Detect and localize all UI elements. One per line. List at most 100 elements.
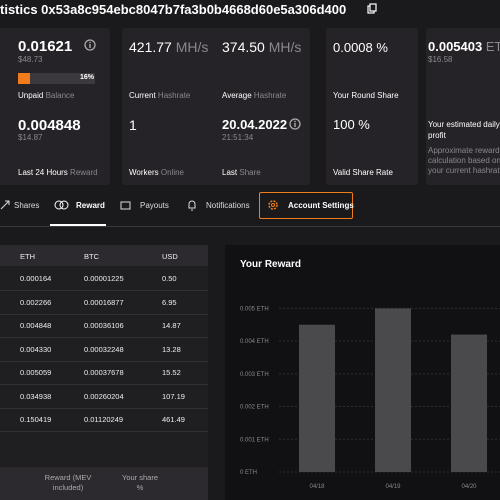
stat-label: Unpaid <box>18 91 44 100</box>
table-cell: 0.01120249 <box>84 415 124 424</box>
column-header: ETH <box>20 252 35 261</box>
stat-value: 0.005403 <box>428 39 483 54</box>
column-header: USD <box>162 252 178 261</box>
tab-icon <box>54 200 69 210</box>
stat-usd: $16.58 <box>428 55 453 64</box>
y-tick-label: 0.005 ETH <box>240 306 269 312</box>
info-icon[interactable] <box>84 39 96 51</box>
column-header: Reward (MEV included) <box>44 473 92 492</box>
table-cell: 0.00260204 <box>84 391 124 401</box>
table-cell: 0.00036106 <box>84 321 124 330</box>
table-cell: 14.87 <box>162 321 181 330</box>
stat-value: 0.01621 <box>18 38 73 55</box>
stat-label: Last 24 Hours <box>18 168 68 177</box>
stat-label: Valid Share Rate <box>333 168 393 177</box>
x-tick-label: 04/18 <box>309 484 325 490</box>
row-divider <box>0 360 208 362</box>
tab[interactable]: Shares <box>14 201 40 210</box>
tab-active-box <box>259 192 353 219</box>
table: ETH BTC USD 0.000164 0.00001225 0.50 0.002266 0… <box>0 245 208 500</box>
table-cell: 0.50 <box>162 274 177 283</box>
table-cell: 0.00016877 <box>84 297 124 307</box>
stat-label: Online <box>160 168 184 177</box>
card <box>0 28 110 185</box>
row-divider <box>0 313 208 315</box>
table-cell: 107.19 <box>162 391 185 401</box>
stat-label: Balance <box>45 91 75 100</box>
stat-label: Share <box>239 168 261 177</box>
stat-label: Average <box>222 91 252 100</box>
info-icon[interactable] <box>289 118 301 130</box>
progress-track <box>18 73 95 84</box>
stat-value: 374.50 <box>222 39 265 55</box>
stat-usd: $48.73 <box>18 55 43 64</box>
progress-label: 16% <box>80 74 95 81</box>
tab-underline <box>50 224 106 226</box>
row-divider <box>0 290 208 291</box>
card <box>426 28 500 185</box>
x-tick-label: 04/19 <box>385 484 401 490</box>
table-cell: 0.005059 <box>20 368 52 377</box>
stat-label: Hashrate <box>253 91 287 100</box>
row-divider <box>0 384 208 385</box>
table-cell: 0.002266 <box>20 297 52 307</box>
tab-icon <box>268 200 278 210</box>
table-cell: 15.52 <box>162 368 181 377</box>
stat-time: 21:51:34 <box>222 133 254 142</box>
stat-unit: ETH <box>485 39 500 54</box>
y-tick-label: 0.001 ETH <box>240 437 269 443</box>
x-tick-label: 04/20 <box>461 484 477 490</box>
page-title: tistics 0x53a8c954ebc8047b7fa3b0b4668d60… <box>0 2 347 17</box>
tab-divider <box>0 226 500 227</box>
table-cell: 6.95 <box>162 297 177 307</box>
y-tick-label: 0.002 ETH <box>240 405 269 411</box>
tab[interactable]: Reward <box>76 201 105 210</box>
y-tick-label: 0.003 ETH <box>240 372 269 378</box>
table-cell: 461.49 <box>162 415 185 424</box>
stat-value: 421.77 <box>129 39 172 55</box>
stat-note: Approximate reward calculation based on … <box>428 146 500 175</box>
bar <box>375 308 411 472</box>
table-cell: 0.004848 <box>20 321 52 330</box>
card <box>326 28 418 185</box>
chart-title: Your Reward <box>240 259 301 270</box>
stat-label: Last <box>222 168 238 177</box>
bar <box>451 334 487 472</box>
bar <box>299 324 335 472</box>
table-cell: 0.00037678 <box>84 368 124 377</box>
copy-icon[interactable] <box>366 3 378 15</box>
stat-value: 20.04.2022 <box>222 117 288 132</box>
tab[interactable]: Notifications <box>206 201 250 210</box>
tab-icon <box>0 200 10 210</box>
table-header <box>0 245 208 266</box>
tab[interactable]: Payouts <box>140 201 169 210</box>
progress-bar <box>18 73 31 84</box>
table-cell: 13.28 <box>162 344 181 354</box>
stat-label: Hashrate <box>157 91 191 100</box>
stat-label: Current <box>129 91 156 100</box>
stat-value: 0.0008 % <box>333 40 388 55</box>
column-header: BTC <box>84 252 99 261</box>
stat-usd: $14.87 <box>18 133 43 142</box>
stat-value: 1 <box>129 117 137 133</box>
table-cell: 0.00001225 <box>84 274 124 283</box>
y-tick-label: 0 ETH <box>240 470 257 476</box>
stat-unit: MH/s <box>175 39 209 55</box>
row-divider <box>0 431 208 432</box>
tab-icon <box>120 201 131 210</box>
stat-label: Reward <box>70 168 98 177</box>
row-divider <box>0 337 208 338</box>
tab-icon <box>188 200 196 211</box>
card <box>122 28 310 185</box>
table-cell: 0.004330 <box>20 344 52 354</box>
table-footer <box>0 467 208 500</box>
stat-label: Workers <box>129 168 159 177</box>
tab[interactable]: Account Settings <box>288 201 354 210</box>
table-cell: 0.000164 <box>20 274 52 283</box>
table-cell: 0.150419 <box>20 415 52 424</box>
row-divider <box>0 407 208 409</box>
stat-value: 100 % <box>333 117 370 132</box>
table-cell: 0.034938 <box>20 391 52 401</box>
stat-label: Your Round Share <box>333 91 399 100</box>
